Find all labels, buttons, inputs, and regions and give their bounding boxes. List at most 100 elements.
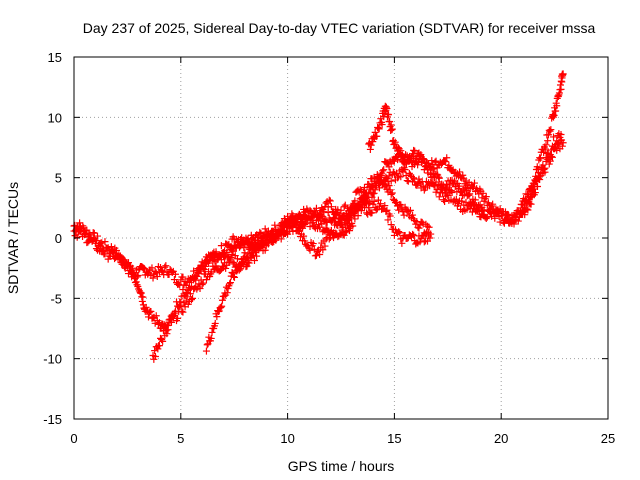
data-point bbox=[557, 85, 565, 93]
data-point bbox=[539, 161, 547, 169]
data-point bbox=[424, 222, 432, 230]
data-point bbox=[482, 193, 490, 201]
data-point bbox=[388, 189, 396, 197]
data-point bbox=[435, 193, 443, 201]
x-tick-label: 15 bbox=[387, 431, 401, 446]
data-point bbox=[288, 223, 296, 231]
data-point bbox=[369, 138, 377, 146]
data-point bbox=[397, 147, 405, 155]
data-point bbox=[301, 237, 309, 245]
data-point bbox=[247, 249, 255, 257]
data-point bbox=[259, 240, 267, 248]
data-point bbox=[545, 126, 553, 134]
data-point bbox=[262, 238, 270, 246]
data-point bbox=[237, 263, 245, 271]
data-point bbox=[220, 292, 228, 300]
data-point bbox=[383, 206, 391, 214]
data-point bbox=[325, 235, 333, 243]
data-point bbox=[469, 183, 477, 191]
data-point bbox=[437, 160, 445, 168]
data-point bbox=[550, 133, 558, 141]
data-point bbox=[233, 255, 241, 263]
data-point bbox=[151, 353, 159, 361]
data-point bbox=[223, 289, 231, 297]
data-point bbox=[187, 296, 195, 304]
data-point bbox=[430, 169, 438, 177]
data-point bbox=[480, 212, 488, 220]
data-point bbox=[199, 279, 207, 287]
data-point bbox=[91, 236, 99, 244]
data-point bbox=[154, 345, 162, 353]
data-point bbox=[226, 257, 234, 265]
data-point bbox=[410, 174, 418, 182]
data-point bbox=[410, 231, 418, 239]
data-point bbox=[207, 334, 215, 342]
data-point bbox=[458, 197, 466, 205]
data-point bbox=[221, 247, 229, 255]
data-point bbox=[394, 156, 402, 164]
data-point bbox=[213, 313, 221, 321]
data-point bbox=[471, 179, 478, 187]
data-point bbox=[295, 210, 303, 218]
data-point bbox=[206, 256, 214, 264]
data-point bbox=[201, 262, 209, 270]
data-point bbox=[242, 255, 250, 263]
data-point bbox=[110, 248, 118, 256]
data-point bbox=[222, 264, 230, 272]
data-point bbox=[175, 303, 183, 311]
data-point bbox=[445, 161, 453, 169]
data-point bbox=[144, 270, 152, 278]
data-point bbox=[524, 192, 532, 200]
data-point bbox=[152, 312, 160, 320]
data-point bbox=[459, 171, 467, 179]
data-point bbox=[483, 213, 491, 221]
data-point bbox=[231, 241, 239, 249]
data-point bbox=[224, 253, 232, 261]
data-point bbox=[354, 212, 362, 220]
data-point bbox=[368, 209, 376, 217]
series-track-3 bbox=[149, 169, 435, 363]
data-point bbox=[291, 219, 299, 227]
data-point bbox=[465, 191, 473, 199]
data-point bbox=[378, 121, 386, 129]
data-point bbox=[365, 204, 373, 212]
data-point bbox=[548, 153, 556, 161]
y-tick-label: 0 bbox=[55, 231, 62, 246]
data-point bbox=[187, 282, 195, 290]
data-point bbox=[479, 207, 487, 215]
data-point bbox=[351, 197, 359, 205]
data-point bbox=[337, 206, 345, 214]
data-point bbox=[341, 221, 349, 229]
data-point bbox=[129, 270, 137, 278]
data-point bbox=[226, 244, 234, 252]
data-point bbox=[139, 264, 147, 272]
x-axis-label: GPS time / hours bbox=[288, 458, 395, 474]
data-point bbox=[229, 247, 237, 255]
data-point bbox=[358, 194, 366, 202]
data-point bbox=[235, 266, 243, 274]
data-point bbox=[428, 166, 436, 174]
data-point bbox=[544, 137, 552, 145]
data-point bbox=[196, 285, 204, 293]
axis-ticks: 0 5 10 15 20 25 -15 -10 -5 0 5 10 15 bbox=[43, 50, 615, 446]
data-point bbox=[318, 212, 326, 220]
data-point bbox=[510, 220, 518, 228]
data-point bbox=[385, 111, 393, 119]
data-point bbox=[316, 251, 324, 259]
data-point bbox=[306, 246, 314, 254]
data-point bbox=[229, 258, 237, 266]
data-point bbox=[171, 308, 179, 316]
data-point bbox=[261, 246, 269, 254]
data-point bbox=[403, 177, 411, 185]
data-point bbox=[82, 230, 90, 238]
data-point bbox=[350, 207, 358, 215]
data-point bbox=[211, 319, 219, 327]
data-point bbox=[547, 152, 555, 160]
data-point bbox=[124, 270, 132, 278]
data-point bbox=[371, 128, 379, 136]
data-point bbox=[169, 314, 177, 322]
data-point bbox=[466, 190, 474, 198]
data-point bbox=[523, 198, 531, 206]
data-point bbox=[541, 168, 549, 176]
data-point bbox=[505, 211, 513, 219]
